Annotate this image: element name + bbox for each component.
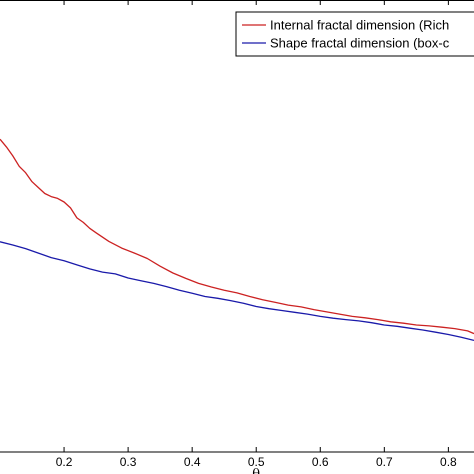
x-tick-label: 0.8 xyxy=(440,455,457,469)
x-tick-label: 0.4 xyxy=(184,455,201,469)
legend: Internal fractal dimension (Rich Shape fr… xyxy=(235,11,474,57)
series-lines xyxy=(0,138,474,342)
axes xyxy=(0,0,474,453)
legend-entry: Shape fractal dimension (box-c xyxy=(270,36,450,51)
x-axis-label: θ xyxy=(252,467,260,474)
legend-entry: Internal fractal dimension (Rich xyxy=(270,18,449,33)
x-tick-label: 0.3 xyxy=(120,455,137,469)
x-tick-label: 0.6 xyxy=(312,455,329,469)
x-tick-label: 0.5 xyxy=(248,455,265,469)
series-line-2 xyxy=(0,241,474,342)
x-tick-label: 0.2 xyxy=(56,455,73,469)
series-line-1 xyxy=(0,138,474,335)
x-tick-label: 0.7 xyxy=(376,455,393,469)
x-ticks: 0.2 0.3 0.4 0.5 0.6 0.7 0.8 xyxy=(56,0,457,469)
legend-box xyxy=(235,11,474,57)
